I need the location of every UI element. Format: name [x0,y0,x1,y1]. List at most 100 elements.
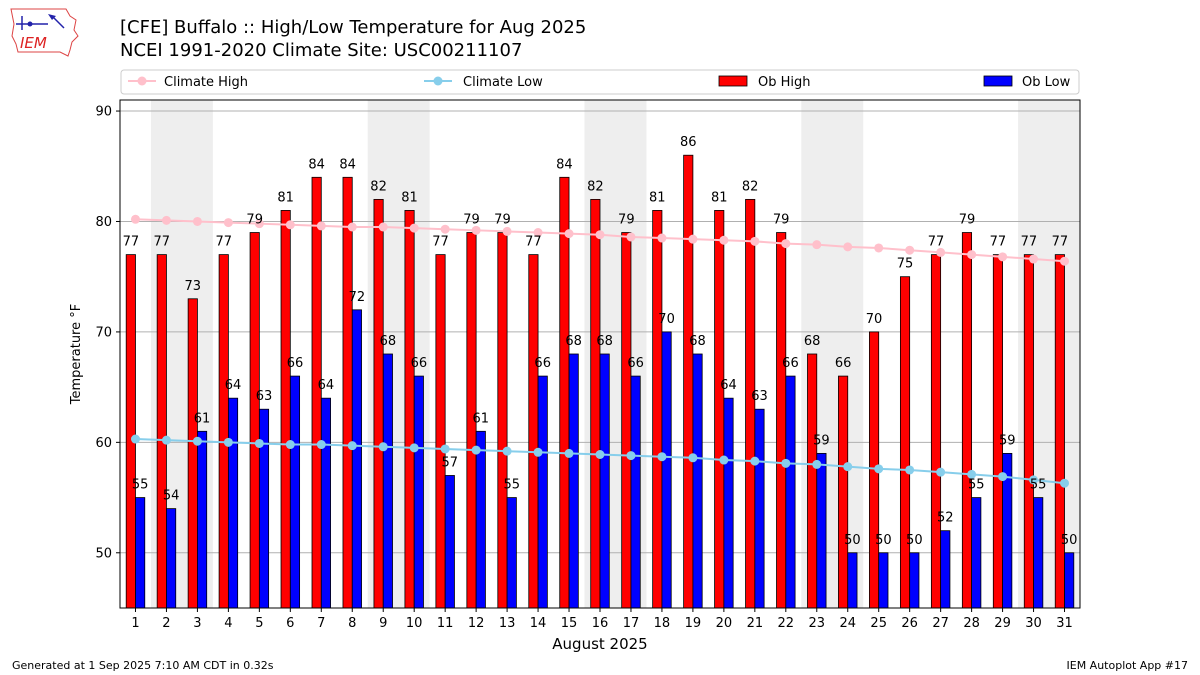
ob-low-label-12: 61 [473,411,490,426]
x-tick-label-10: 10 [406,616,423,631]
x-tick-label-28: 28 [963,616,980,631]
ob-high-label-30: 77 [1021,235,1038,250]
ob-high-label-6: 81 [277,190,294,205]
climate-low-point-13 [502,446,512,456]
ob-high-bar-29 [992,254,1003,609]
ob-low-label-1: 55 [132,478,149,493]
ob-low-bar-14 [537,375,548,609]
climate-low-point-22 [781,458,791,468]
x-tick-label-4: 4 [224,616,232,631]
climate-high-point-28 [967,250,977,260]
climate-high-point-12 [471,225,481,235]
ob-low-bar-4 [227,397,239,609]
ob-low-bar-25 [878,552,889,609]
ob-high-label-26: 75 [897,257,914,272]
ob-low-label-15: 68 [565,334,582,349]
climate-high-point-18 [657,233,667,243]
ob-high-bar-15 [559,176,570,609]
y-tick-label-60: 60 [95,436,112,451]
ob-high-label-7: 84 [308,157,325,172]
climate-low-point-14 [533,447,543,457]
y-axis: 50 60 70 80 90 [95,105,120,561]
climate-high-point-23 [812,240,822,250]
ob-high-bar-20 [714,210,725,609]
legend-climate-low-marker [433,76,443,86]
ob-low-label-30: 55 [1030,478,1047,493]
ob-low-label-26: 50 [906,533,923,548]
climate-low-point-18 [657,452,667,462]
ob-high-bar-10 [404,210,415,609]
legend-ob-low-label: Ob Low [1022,75,1071,90]
ob-low-bar-5 [258,408,270,609]
ob-low-label-22: 66 [782,356,799,371]
climate-high-point-14 [533,228,543,238]
ob-high-label-2: 77 [154,235,171,250]
ob-high-bar-5 [249,232,260,609]
ob-low-bar-30 [1033,497,1044,609]
ob-high-label-10: 81 [401,190,418,205]
ob-high-label-13: 79 [494,213,511,228]
x-tick-label-18: 18 [654,616,671,631]
x-axis: 1 2 3 4 5 6 7 8 9 10 11 12 13 14 15 16 17 18 19 20 21 22 23 24 2… [131,608,1073,631]
climate-high-point-24 [843,242,853,252]
ob-low-bar-18 [661,331,672,609]
ob-low-label-20: 64 [720,378,737,393]
ob-high-bar-31 [1054,254,1065,609]
ob-high-label-1: 77 [123,235,140,250]
ob-high-label-9: 82 [370,179,387,194]
ob-low-bar-24 [847,552,858,609]
ob-low-bar-13 [506,497,517,609]
ob-high-bar-19 [683,154,694,609]
ob-high-bar-30 [1023,254,1034,609]
ob-high-bar-3 [187,298,198,609]
climate-high-point-15 [564,229,574,239]
ob-low-label-25: 50 [875,533,892,548]
ob-high-label-29: 77 [990,235,1007,250]
climate-low-point-27 [936,467,946,477]
ob-low-bar-10 [413,375,424,609]
ob-low-bar-31 [1064,552,1075,609]
ob-low-label-11: 57 [442,455,459,470]
ob-low-bar-1 [135,497,146,609]
x-tick-label-15: 15 [561,616,578,631]
y-tick-label-50: 50 [95,546,112,561]
ob-low-bar-11 [444,475,455,609]
ob-low-label-17: 66 [627,356,644,371]
ob-high-label-25: 70 [866,312,883,327]
ob-high-bar-11 [435,254,446,609]
climate-high-point-29 [998,252,1008,262]
ob-low-label-7: 64 [318,378,335,393]
ob-low-bar-19 [692,353,703,609]
climate-high-point-9 [378,222,388,232]
climate-high-point-10 [409,223,419,233]
climate-low-point-6 [285,440,295,450]
climate-low-point-23 [812,459,822,469]
climate-high-point-5 [254,219,264,229]
x-tick-label-16: 16 [592,616,609,631]
climate-high-point-26 [905,245,915,255]
climate-high-point-4 [223,218,233,228]
ob-low-bar-9 [382,353,393,609]
x-tick-label-1: 1 [131,616,139,631]
ob-high-bar-17 [621,232,632,609]
climate-high-point-16 [595,230,605,240]
x-tick-label-5: 5 [255,616,263,631]
ob-low-label-19: 68 [689,334,706,349]
legend-climate-low-label: Climate Low [463,75,543,90]
climate-lines [130,214,1070,488]
x-tick-label-24: 24 [839,616,856,631]
x-tick-label-9: 9 [379,616,387,631]
x-tick-label-20: 20 [716,616,733,631]
climate-low-point-16 [595,449,605,459]
ob-high-bar-26 [899,276,911,609]
y-tick-label-90: 90 [95,105,112,120]
climate-low-point-7 [316,440,326,450]
footer-app: IEM Autoplot App #17 [1066,659,1189,672]
x-tick-label-31: 31 [1056,616,1073,631]
ob-low-bar-23 [816,452,827,609]
y-tick-label-80: 80 [95,215,112,230]
ob-high-bar-27 [930,254,942,609]
ob-low-label-2: 54 [163,489,180,504]
ob-low-label-8: 72 [349,290,366,305]
x-tick-label-7: 7 [317,616,325,631]
